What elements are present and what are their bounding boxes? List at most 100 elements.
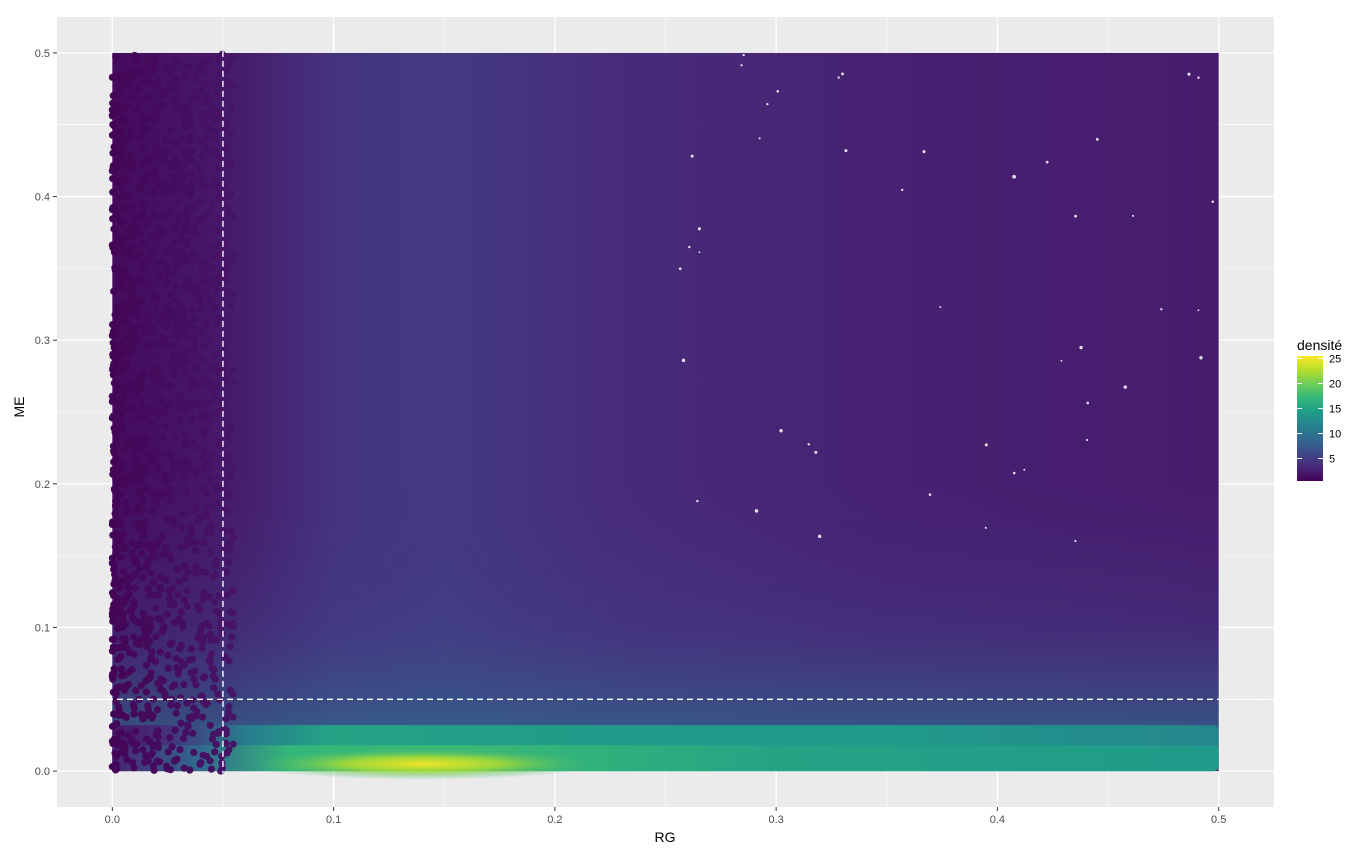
- data-gap: [1131, 214, 1135, 217]
- data-point: [224, 451, 232, 459]
- data-point: [111, 510, 119, 518]
- data-point: [122, 248, 130, 256]
- data-point: [189, 729, 197, 737]
- data-point: [229, 690, 237, 698]
- data-point: [207, 636, 215, 644]
- data-point: [171, 262, 180, 270]
- data-point: [215, 592, 223, 600]
- data-point: [140, 370, 148, 378]
- data-point: [134, 322, 142, 330]
- data-point: [142, 467, 150, 475]
- data-point: [152, 490, 161, 498]
- data-gap: [1160, 308, 1163, 311]
- data-point: [211, 675, 219, 683]
- data-point: [118, 268, 127, 276]
- data-point: [128, 232, 136, 240]
- data-point: [108, 647, 117, 655]
- data-point: [128, 73, 136, 81]
- data-point: [147, 189, 155, 197]
- data-point: [218, 242, 226, 250]
- data-point: [194, 634, 202, 642]
- data-point: [134, 386, 142, 394]
- data-point: [122, 334, 130, 342]
- data-point: [169, 469, 177, 478]
- x-tick-label: 0.5: [1211, 814, 1226, 826]
- data-point: [151, 106, 159, 114]
- y-axis: 0.0 0.1 0.2 0.3 0.4 0.5: [35, 48, 57, 778]
- data-point: [206, 593, 214, 601]
- data-point: [179, 307, 187, 315]
- data-point: [125, 225, 133, 233]
- data-point: [197, 172, 205, 180]
- data-point: [138, 402, 146, 410]
- data-point: [142, 316, 151, 324]
- data-point: [195, 400, 203, 408]
- data-point: [193, 363, 201, 371]
- data-point: [212, 108, 221, 116]
- data-point: [115, 282, 123, 290]
- data-point: [162, 381, 170, 389]
- data-point: [214, 314, 223, 322]
- data-point: [132, 687, 140, 695]
- data-point: [209, 79, 217, 87]
- data-point: [182, 728, 190, 736]
- data-point: [148, 749, 156, 757]
- data-gap: [939, 306, 942, 309]
- data-point: [155, 448, 164, 456]
- data-point: [193, 353, 202, 361]
- data-point: [184, 358, 192, 366]
- data-point: [222, 715, 230, 723]
- data-point: [172, 154, 180, 162]
- data-point: [196, 760, 204, 768]
- data-point: [169, 520, 178, 528]
- data-point: [179, 163, 188, 171]
- data-point: [130, 557, 138, 565]
- data-point: [132, 457, 140, 465]
- data-gap: [984, 526, 987, 529]
- data-point: [115, 711, 123, 719]
- data-point: [113, 92, 121, 100]
- x-tick-label: 0.3: [768, 814, 783, 826]
- data-point: [124, 103, 132, 112]
- data-point: [115, 108, 123, 116]
- data-point: [113, 720, 121, 728]
- data-point: [199, 634, 207, 642]
- data-point: [178, 112, 186, 120]
- data-point: [153, 406, 161, 414]
- data-point: [150, 54, 158, 62]
- data-point: [188, 187, 196, 195]
- data-point: [218, 398, 226, 406]
- data-point: [138, 238, 147, 246]
- data-point: [146, 615, 154, 623]
- data-point: [152, 633, 160, 641]
- data-point: [130, 633, 138, 641]
- data-point: [110, 143, 118, 151]
- data-point: [212, 636, 221, 644]
- data-point: [202, 568, 210, 577]
- data-point: [207, 765, 216, 773]
- data-point: [208, 103, 217, 111]
- data-point: [145, 280, 153, 288]
- data-point: [207, 529, 215, 538]
- data-point: [159, 625, 167, 633]
- data-point: [142, 661, 150, 669]
- data-point: [191, 177, 199, 185]
- data-point: [194, 163, 202, 172]
- data-point: [138, 519, 146, 528]
- data-point: [149, 69, 157, 77]
- data-point: [198, 426, 206, 434]
- data-point: [132, 56, 140, 65]
- data-point: [180, 542, 188, 551]
- data-point: [208, 199, 216, 207]
- data-point: [212, 243, 220, 251]
- data-point: [179, 734, 188, 743]
- data-point: [180, 406, 189, 414]
- data-gap: [754, 509, 759, 513]
- data-point: [108, 397, 116, 406]
- data-point: [151, 165, 159, 173]
- data-point: [115, 86, 123, 94]
- data-point: [129, 341, 138, 349]
- data-gap: [1095, 137, 1099, 141]
- data-point: [113, 386, 121, 394]
- data-point: [208, 386, 216, 394]
